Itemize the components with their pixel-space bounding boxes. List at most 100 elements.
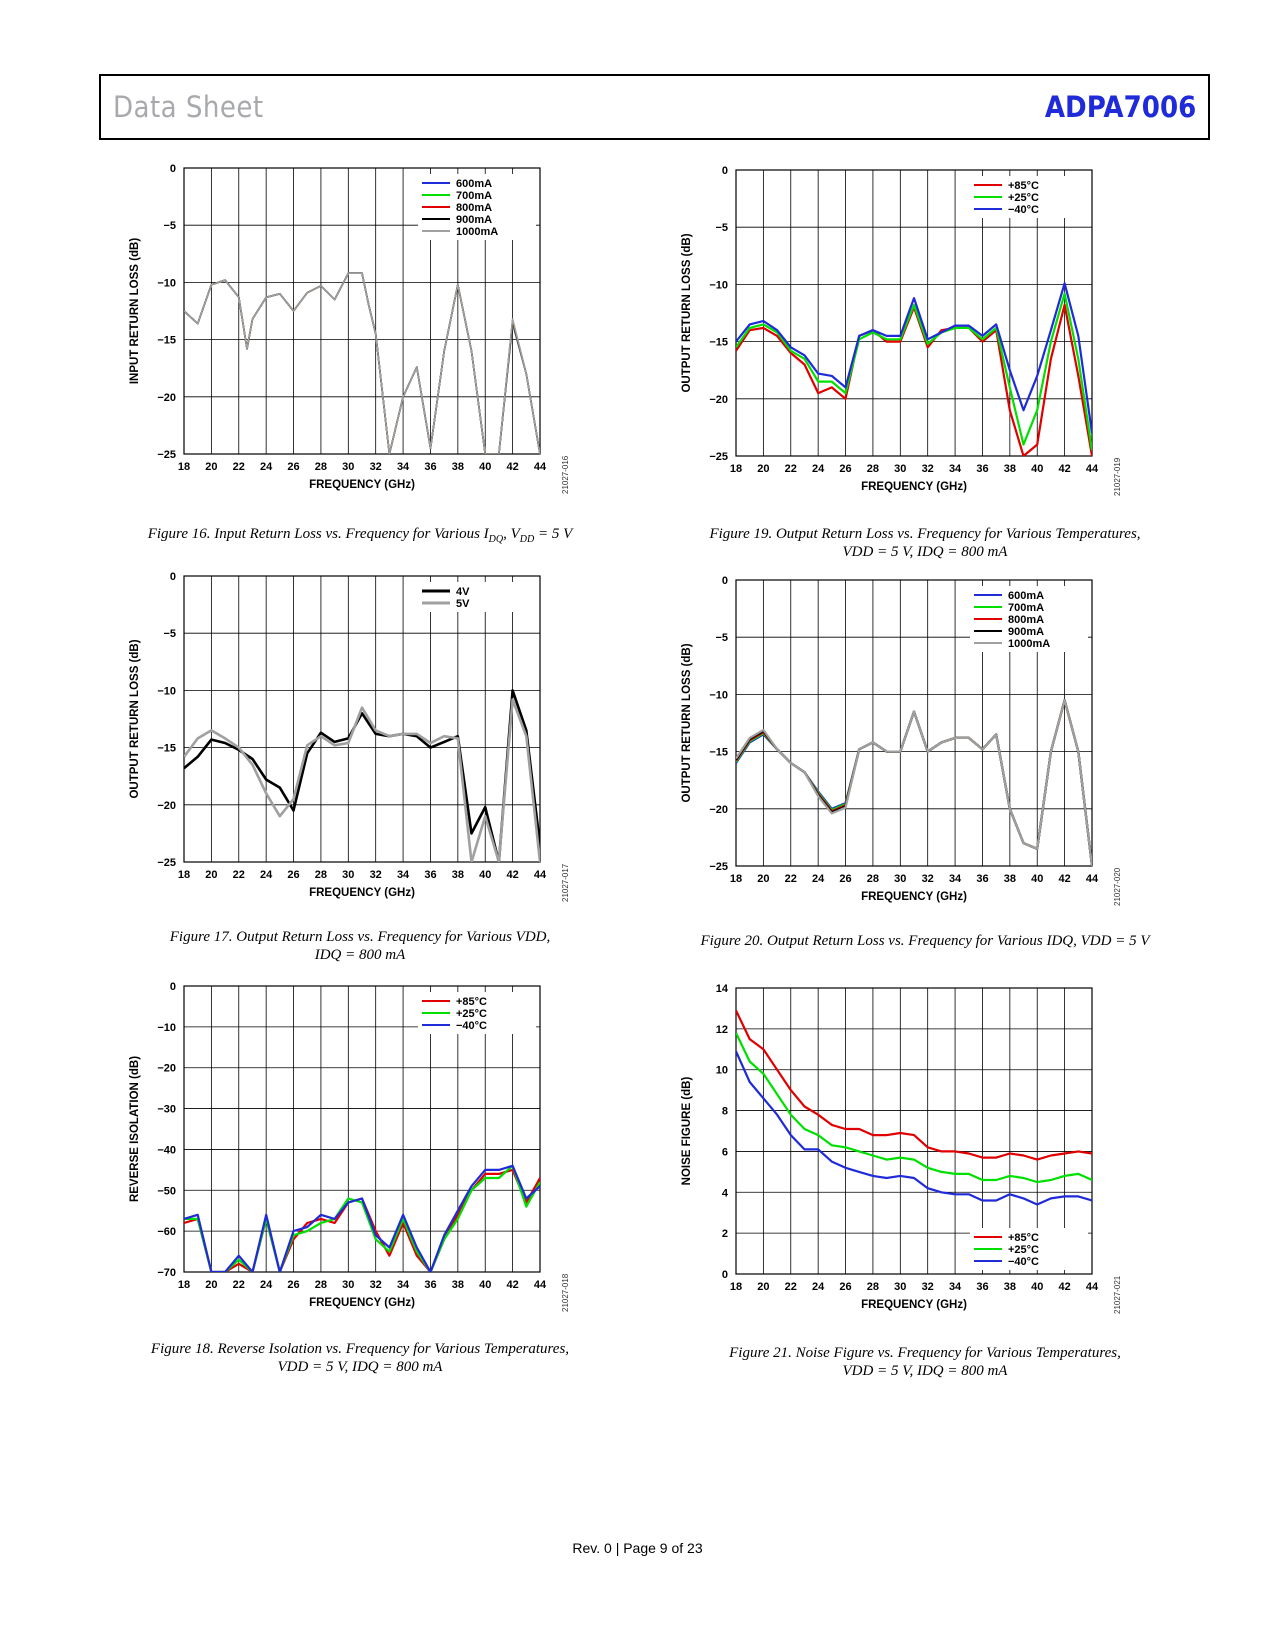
fig17-xtick-label: 28 [315, 869, 327, 881]
fig17-xtick-label: 26 [287, 869, 299, 881]
fig19-series-line-1 [736, 292, 1092, 451]
fig20-legend-label-2: 800mA [1008, 614, 1044, 626]
fig17-plot-frame [183, 575, 541, 863]
fig20-plot-frame [735, 579, 1093, 867]
fig16-series-line-1 [184, 272, 540, 454]
caption-fig18-line2: VDD = 5 V, IDQ = 800 mA [277, 1359, 443, 1375]
fig17-xtick-label: 36 [424, 869, 436, 881]
fig21-xtick-label: 22 [785, 1281, 797, 1293]
fig18-ytick-label: −70 [157, 1267, 176, 1279]
fig16-xtick-label: 28 [315, 461, 327, 473]
fig20-xtick-label: 36 [976, 873, 988, 885]
fig19-ytick-label: 0 [722, 165, 728, 177]
fig19-ytick-label: −15 [709, 337, 728, 349]
fig18-ytick-label: −50 [157, 1185, 176, 1197]
fig20-xtick-label: 22 [785, 873, 797, 885]
fig18-xtick-label: 20 [205, 1279, 217, 1291]
page-header: Data Sheet ADPA7006 [99, 74, 1210, 140]
caption-fig17-line1: Figure 17. Output Return Loss vs. Freque… [169, 929, 551, 945]
fig16-xtick-label: 26 [287, 461, 299, 473]
chart-fig21: 18 20 22 24 26 28 30 32 34 36 38 40 42 44 0 2 4 6 8 10 12 14 F… [676, 980, 1176, 1336]
fig21-xtick-label: 32 [922, 1281, 934, 1293]
fig17-series-line-1 [184, 698, 540, 862]
fig21-legend-label-0: +85°C [1008, 1232, 1039, 1244]
fig16-legend-label-1: 700mA [456, 190, 492, 202]
fig18-plot-frame [183, 985, 541, 1273]
fig20-xtick-label: 30 [894, 873, 906, 885]
chart-fig20-svg: 18 20 22 24 26 28 30 32 34 36 38 40 42 44 0 −5 −10 −15 −20… [681, 575, 1122, 906]
fig20-xtick-label: 40 [1031, 873, 1043, 885]
fig17-legend-bg [418, 582, 536, 612]
fig18-ytick-label: −20 [157, 1063, 176, 1075]
fig21-ytick-label: 12 [716, 1024, 728, 1036]
fig17-xtick-label: 32 [370, 869, 382, 881]
fig19-ytick-label: −20 [709, 394, 728, 406]
fig21-ylabel: NOISE FIGURE (dB) [681, 1077, 693, 1186]
fig16-ytick-label: −5 [163, 220, 176, 232]
fig20-xtick-label: 18 [730, 873, 742, 885]
fig21-figure-code: 21027-021 [1113, 1275, 1122, 1314]
fig18-xtick-label: 24 [260, 1279, 273, 1291]
fig21-xtick-label: 30 [894, 1281, 906, 1293]
fig19-xtick-label: 30 [894, 463, 906, 475]
fig19-ytick-label: −5 [715, 222, 728, 234]
fig19-legend-label-0: +85°C [1008, 180, 1039, 192]
fig18-figure-code: 21027-018 [561, 1273, 570, 1312]
fig19-legend-label-1: +25°C [1008, 192, 1039, 204]
fig18-xtick-label: 18 [178, 1279, 190, 1291]
fig18-ytick-label: −10 [157, 1022, 176, 1034]
fig18-xlabel: FREQUENCY (GHz) [309, 1297, 415, 1309]
fig16-xtick-label: 24 [260, 461, 273, 473]
fig20-legend-label-4: 1000mA [1008, 638, 1050, 650]
fig16-legend-label-4: 1000mA [456, 226, 498, 238]
fig20-xtick-label: 44 [1086, 873, 1099, 885]
fig16-xtick-label: 36 [424, 461, 436, 473]
fig18-ytick-label: −40 [157, 1144, 176, 1156]
caption-fig20: Figure 20. Output Return Loss vs. Freque… [700, 933, 1150, 949]
fig17-ytick-label: −15 [157, 743, 176, 755]
fig18-ytick-label: −60 [157, 1226, 176, 1238]
fig19-xtick-label: 44 [1086, 463, 1099, 475]
chart-fig18: 18 20 22 24 26 28 30 32 34 36 38 40 42 44 0 −10 −20 −30 −4… [124, 978, 584, 1334]
fig21-xtick-label: 28 [867, 1281, 879, 1293]
fig16-xtick-label: 20 [205, 461, 217, 473]
fig18-legend-label-2: −40°C [456, 1020, 487, 1032]
caption-fig21-line2: VDD = 5 V, IDQ = 800 mA [842, 1363, 1008, 1379]
caption-fig21: Figure 21. Noise Figure vs. Frequency fo… [690, 1344, 1160, 1380]
fig20-ytick-label: −5 [715, 632, 728, 644]
fig17-xtick-label: 40 [479, 869, 491, 881]
fig21-ytick-label: 0 [722, 1269, 728, 1281]
fig20-ytick-label: −25 [709, 861, 728, 873]
fig17-ytick-label: −10 [157, 685, 176, 697]
fig19-xtick-label: 24 [812, 463, 825, 475]
fig20-xtick-label: 20 [757, 873, 769, 885]
fig19-ylabel: OUTPUT RETURN LOSS (dB) [681, 233, 693, 392]
fig21-xtick-label: 26 [839, 1281, 851, 1293]
fig18-series-line-2 [184, 1164, 540, 1272]
fig17-ytick-label: 0 [170, 571, 176, 583]
fig17-xtick-label: 34 [397, 869, 410, 881]
fig18-ytick-label: −30 [157, 1104, 176, 1116]
fig21-xtick-label: 38 [1004, 1281, 1016, 1293]
fig16-series-line-2 [184, 272, 540, 454]
fig19-series-line-0 [736, 303, 1092, 456]
fig17-xtick-label: 22 [233, 869, 245, 881]
fig20-ytick-label: −20 [709, 804, 728, 816]
fig17-figure-code: 21027-017 [561, 863, 570, 902]
fig20-xtick-label: 34 [949, 873, 962, 885]
fig16-legend-label-2: 800mA [456, 202, 492, 214]
fig20-xlabel: FREQUENCY (GHz) [861, 891, 967, 903]
fig21-series-line-2 [736, 1050, 1092, 1206]
fig19-plot-frame [735, 169, 1093, 457]
fig16-series-line-3 [184, 272, 540, 454]
fig19-xtick-label: 40 [1031, 463, 1043, 475]
fig16-series-line-4 [184, 272, 540, 454]
fig21-xtick-label: 34 [949, 1281, 962, 1293]
fig17-legend-label-0: 4V [456, 586, 470, 598]
fig20-xtick-label: 28 [867, 873, 879, 885]
fig18-xtick-label: 42 [506, 1279, 518, 1291]
caption-fig17: Figure 17. Output Return Loss vs. Freque… [120, 928, 600, 964]
fig16-xtick-label: 34 [397, 461, 410, 473]
fig21-xtick-label: 42 [1058, 1281, 1070, 1293]
caption-fig21-line1: Figure 21. Noise Figure vs. Frequency fo… [729, 1345, 1121, 1361]
